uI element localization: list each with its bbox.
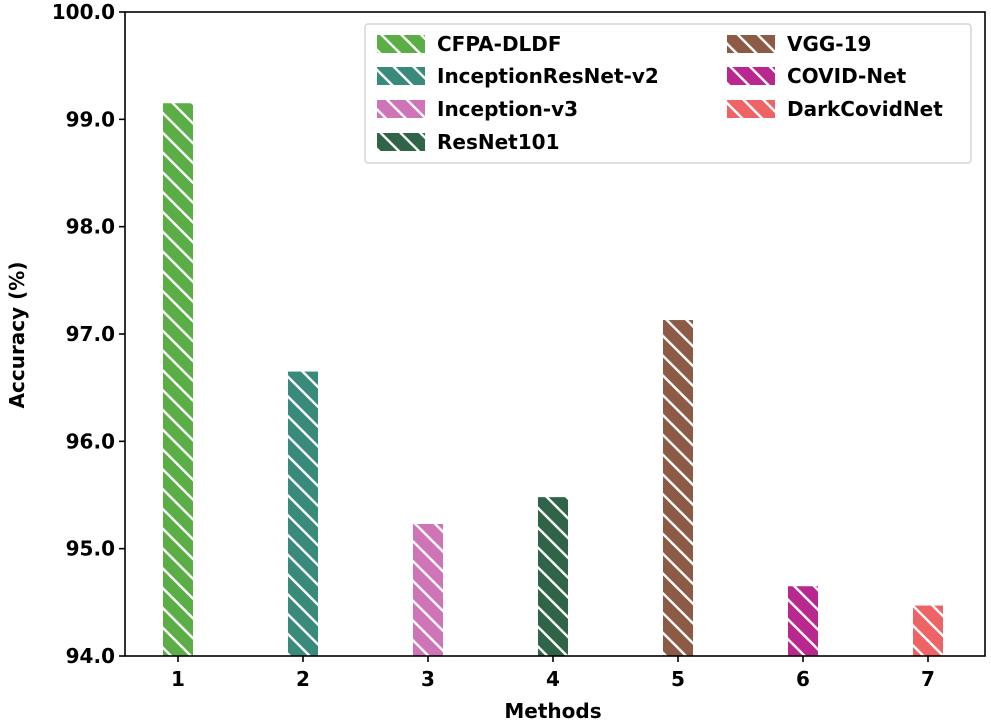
legend-label: ResNet101 bbox=[437, 130, 559, 154]
legend-label: VGG-19 bbox=[787, 32, 871, 56]
x-tick-label: 3 bbox=[421, 667, 435, 691]
bar-darkcovidnet bbox=[913, 605, 943, 656]
y-tick-label: 99.0 bbox=[66, 107, 115, 131]
legend-swatch bbox=[727, 67, 775, 85]
x-tick-label: 6 bbox=[796, 667, 810, 691]
x-tick-label: 1 bbox=[171, 667, 185, 691]
y-tick-label: 97.0 bbox=[66, 322, 115, 346]
y-axis-title: Accuracy (%) bbox=[5, 262, 29, 409]
y-tick-label: 95.0 bbox=[66, 537, 115, 561]
legend-swatch bbox=[377, 67, 425, 85]
y-tick-label: 98.0 bbox=[66, 215, 115, 239]
legend-swatch bbox=[727, 35, 775, 53]
bar-cfpa-dldf bbox=[163, 103, 193, 656]
y-tick-label: 96.0 bbox=[66, 429, 115, 453]
x-axis-title: Methods bbox=[504, 699, 601, 723]
x-tick-label: 7 bbox=[921, 667, 935, 691]
legend-label: Inception-v3 bbox=[437, 97, 578, 121]
axes-layer: 94.0 95.0 96.0 97.0 98.0 99.0 100.0 1 2 3 4 5 6 7 bbox=[52, 0, 986, 691]
bar-covid-net bbox=[788, 586, 818, 656]
x-tick-label: 2 bbox=[296, 667, 310, 691]
bars-layer bbox=[163, 103, 943, 656]
legend-swatch bbox=[377, 35, 425, 53]
bar-vgg-19 bbox=[663, 320, 693, 656]
legend-box bbox=[364, 23, 972, 164]
y-tick-label: 100.0 bbox=[52, 0, 115, 24]
legend-label: InceptionResNet-v2 bbox=[437, 64, 659, 88]
legend-swatch bbox=[377, 133, 425, 151]
bar-resnet101 bbox=[538, 497, 568, 656]
bar-inceptionresnet-v2 bbox=[288, 371, 318, 656]
x-tick-label: 4 bbox=[546, 667, 560, 691]
legend-label: CFPA-DLDF bbox=[437, 32, 562, 56]
bar-inception-v3 bbox=[413, 523, 443, 656]
legend-swatch bbox=[377, 100, 425, 118]
legend-swatch bbox=[727, 100, 775, 118]
legend-label: DarkCovidNet bbox=[787, 97, 943, 121]
legend-label: COVID-Net bbox=[787, 64, 907, 88]
legend: CFPA-DLDF InceptionResNet-v2 Inception-v3 R… bbox=[364, 23, 972, 164]
y-tick-label: 94.0 bbox=[66, 644, 115, 668]
x-tick-label: 5 bbox=[671, 667, 685, 691]
